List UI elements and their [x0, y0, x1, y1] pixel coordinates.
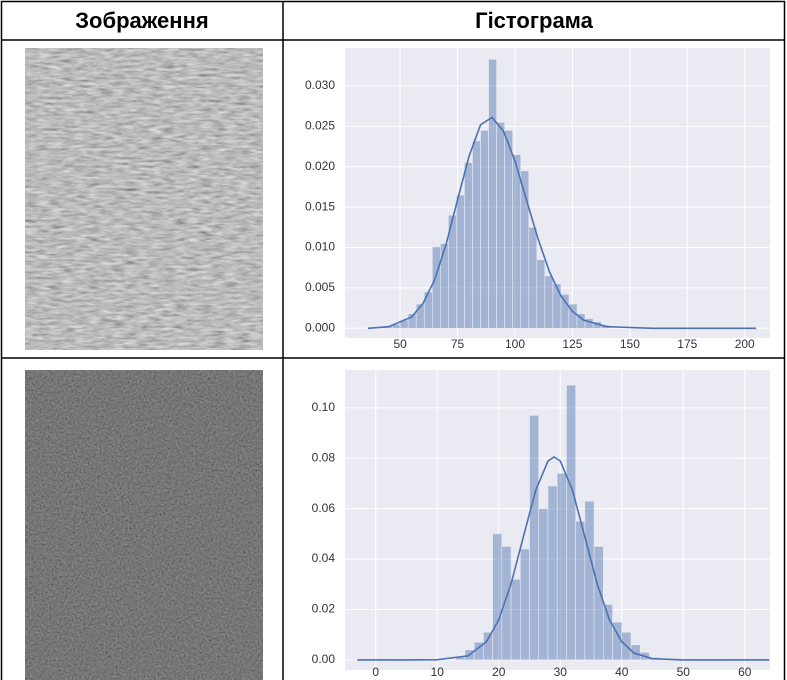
- histogram-bar: [510, 578, 521, 661]
- column-header: Зображення: [75, 8, 208, 33]
- x-tick-label: 100: [505, 337, 525, 351]
- histogram-bar: [603, 604, 613, 661]
- y-tick-label: 0.000: [305, 320, 335, 334]
- histogram-bar: [496, 122, 505, 329]
- plot-background: [345, 370, 770, 670]
- x-tick-label: 50: [677, 665, 691, 679]
- x-tick-label: 150: [620, 337, 640, 351]
- histogram-bar: [483, 631, 493, 661]
- histogram-bar: [547, 485, 558, 661]
- x-tick-label: 200: [735, 337, 755, 351]
- kde-line: [357, 456, 770, 661]
- y-tick-label: 0.025: [305, 119, 335, 133]
- histogram-bar: [519, 548, 530, 661]
- histogram-bar: [593, 546, 604, 661]
- y-tick-label: 0.06: [312, 501, 336, 515]
- x-tick-label: 10: [431, 665, 445, 679]
- x-tick-label: 20: [492, 665, 506, 679]
- histogram-bar: [472, 140, 481, 329]
- y-tick-label: 0.10: [312, 400, 336, 414]
- x-tick-label: 40: [615, 665, 629, 679]
- histogram-bar: [560, 294, 570, 329]
- plot-area: [345, 370, 770, 670]
- histogram-bar: [512, 154, 522, 329]
- x-tick-label: 30: [554, 665, 568, 679]
- histogram-bar: [504, 130, 514, 329]
- histogram-bar: [501, 546, 512, 661]
- histogram-bar: [431, 246, 441, 329]
- y-tick-label: 0.005: [305, 280, 335, 294]
- histogram-bar: [536, 259, 546, 329]
- histogram-bar: [566, 384, 576, 661]
- histogram-bar: [492, 533, 503, 661]
- histogram-bar: [538, 508, 549, 661]
- histogram-bar: [575, 520, 586, 661]
- histogram-bar: [556, 473, 567, 661]
- histogram-bar: [584, 500, 595, 661]
- histogram-bar: [464, 162, 473, 329]
- plot-area: [345, 48, 770, 338]
- x-tick-label: 175: [677, 337, 697, 351]
- histogram-bar: [552, 283, 562, 329]
- x-tick-label: 0: [372, 665, 379, 679]
- x-tick-label: 125: [562, 337, 582, 351]
- histogram-bar: [544, 275, 554, 329]
- y-tick-label: 0.00: [312, 652, 336, 666]
- y-tick-label: 0.02: [312, 602, 336, 616]
- histogram-bar: [488, 59, 497, 329]
- x-tick-label: 60: [738, 665, 752, 679]
- y-tick-label: 0.020: [305, 159, 335, 173]
- y-tick-label: 0.015: [305, 199, 335, 213]
- image-filtered: [25, 370, 263, 680]
- histogram-bar: [480, 130, 489, 329]
- kde-line: [367, 116, 757, 330]
- y-tick-label: 0.030: [305, 78, 335, 92]
- histogram-bar: [528, 227, 538, 329]
- y-tick-label: 0.04: [312, 551, 336, 565]
- histogram-bar: [456, 194, 465, 329]
- y-tick-label: 0.08: [312, 450, 336, 464]
- column-header: Гістограма: [475, 8, 594, 33]
- y-tick-label: 0.010: [305, 240, 335, 254]
- x-tick-label: 50: [393, 337, 407, 351]
- x-tick-label: 75: [451, 337, 465, 351]
- histogram-bar: [529, 415, 540, 661]
- image-original: [25, 48, 263, 350]
